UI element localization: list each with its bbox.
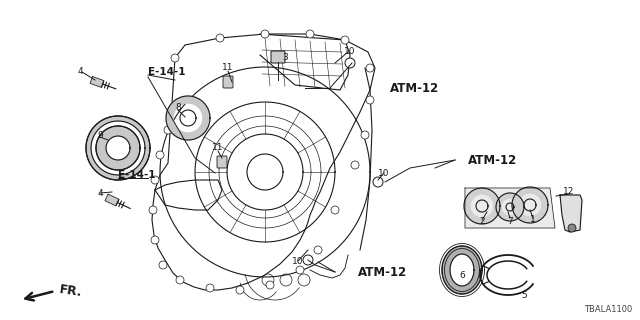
Text: 10: 10 [292,257,304,266]
Text: 3: 3 [282,52,288,61]
FancyBboxPatch shape [217,156,227,168]
Polygon shape [442,246,482,294]
Polygon shape [512,187,548,223]
Polygon shape [90,76,104,87]
Circle shape [151,236,159,244]
Circle shape [151,176,159,184]
Text: 4: 4 [97,188,103,197]
Circle shape [171,54,179,62]
FancyBboxPatch shape [223,76,233,88]
Polygon shape [166,96,210,140]
Text: 11: 11 [222,63,234,73]
Text: FR.: FR. [58,283,83,299]
Text: 9: 9 [97,131,103,140]
Text: 8: 8 [175,103,181,113]
Text: 4: 4 [77,68,83,76]
Text: 1: 1 [530,215,536,225]
Polygon shape [96,126,140,170]
Circle shape [164,126,172,134]
Circle shape [156,151,164,159]
Circle shape [296,266,304,274]
Circle shape [306,30,314,38]
Circle shape [345,58,355,68]
Text: 5: 5 [521,291,527,300]
Polygon shape [465,188,555,228]
Circle shape [266,281,274,289]
Text: 2: 2 [479,218,485,227]
Text: E-14-1: E-14-1 [118,170,156,180]
Text: 6: 6 [459,270,465,279]
Text: TBALA1100: TBALA1100 [584,306,632,315]
Circle shape [373,177,383,187]
Circle shape [366,96,374,104]
Circle shape [216,34,224,42]
Text: E-14-1: E-14-1 [148,67,186,77]
Circle shape [341,36,349,44]
Text: 11: 11 [212,143,224,153]
Circle shape [236,286,244,294]
Circle shape [568,224,576,232]
Circle shape [159,261,167,269]
Text: 12: 12 [563,188,575,196]
Circle shape [331,206,339,214]
Text: 7: 7 [507,218,513,227]
Text: 10: 10 [344,47,356,57]
Text: ATM-12: ATM-12 [390,82,439,94]
Polygon shape [496,193,524,221]
Circle shape [261,30,269,38]
Circle shape [176,276,184,284]
Circle shape [314,246,322,254]
Text: 10: 10 [378,169,390,178]
Circle shape [361,131,369,139]
Circle shape [206,284,214,292]
Text: ATM-12: ATM-12 [468,154,517,166]
Polygon shape [86,116,150,180]
Polygon shape [464,188,500,224]
Circle shape [366,64,374,72]
Text: ATM-12: ATM-12 [358,266,407,278]
Circle shape [149,206,157,214]
Polygon shape [560,195,582,232]
Circle shape [303,255,313,265]
Polygon shape [105,194,119,206]
FancyBboxPatch shape [271,51,285,63]
Circle shape [351,161,359,169]
